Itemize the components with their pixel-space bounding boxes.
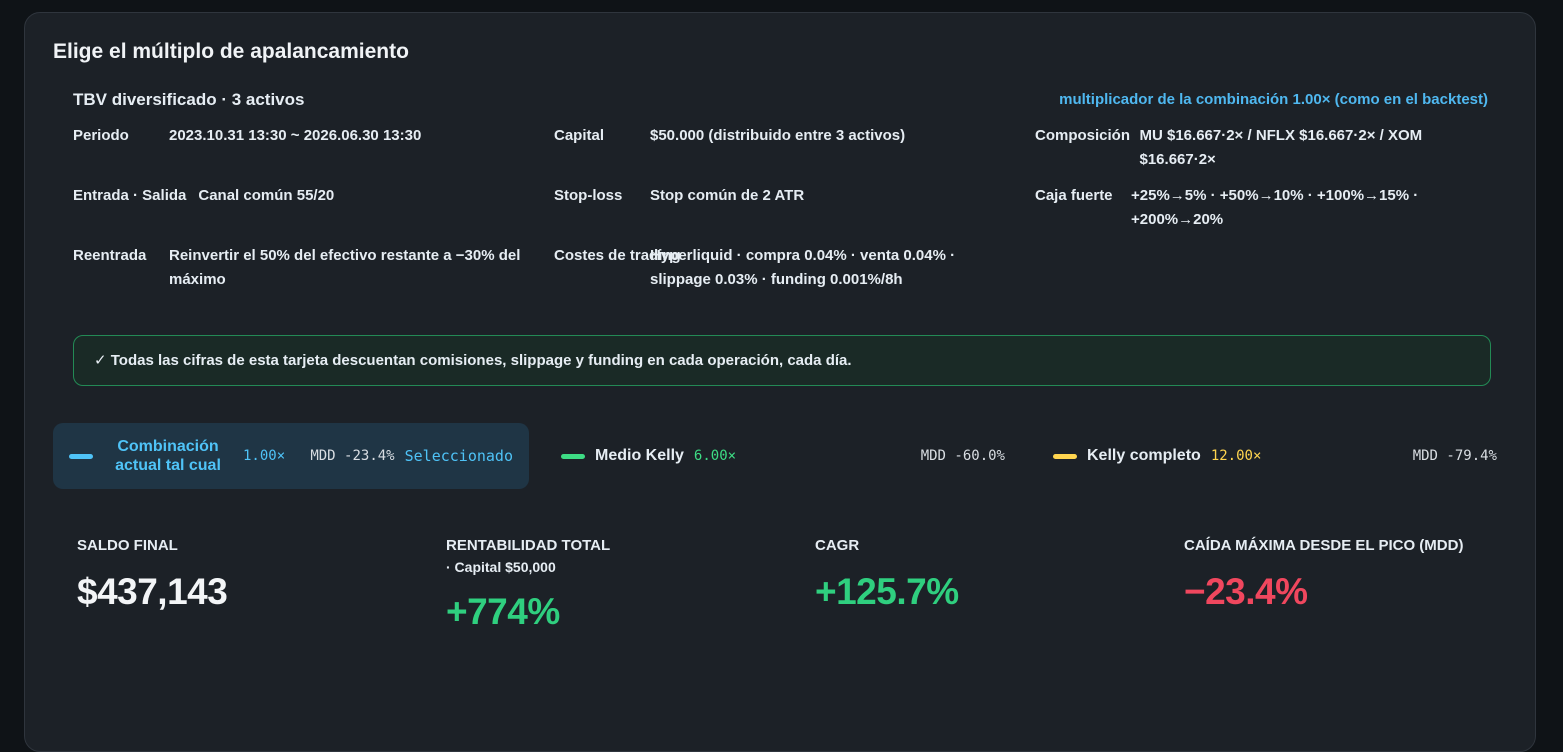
stat-value: +125.7% <box>815 571 959 612</box>
stat-label: CAGR <box>815 537 860 554</box>
detail-value: Stop común de 2 ATR <box>650 187 805 204</box>
stats: SALDO FINAL $437,143 RENTABILIDAD TOTAL · C… <box>77 535 1553 633</box>
detail-row: Costes de trading Hyperliquid · compra 0.… <box>554 244 1035 292</box>
detail-label: Capital <box>554 127 605 144</box>
detail-value: Canal común 55/20 <box>198 187 335 204</box>
stat: SALDO FINAL $437,143 <box>77 535 446 633</box>
detail-value: +25%→5% · +50%→10% · +100%→15% · +200%→2… <box>1131 187 1419 228</box>
leverage-option[interactable]: Kelly completo 12.00× MDD -79.4% <box>1037 423 1513 489</box>
stat: CAGR +125.7% <box>815 535 1184 633</box>
detail-row: Stop-loss Stop común de 2 ATR <box>554 184 1035 232</box>
notice: ✓ Todas las cifras de esta tarjeta descu… <box>73 335 1491 386</box>
leverage-option[interactable]: Medio Kelly 6.00× MDD -60.0% <box>545 423 1021 489</box>
detail-row: Capital $50.000 (distribuido entre 3 acti… <box>554 124 1035 172</box>
strategy-name: TBV diversificado · 3 activos <box>73 90 305 109</box>
detail-label: Periodo <box>73 127 129 144</box>
detail-label: Composición <box>1035 127 1131 144</box>
stat: CAÍDA MÁXIMA DESDE EL PICO (MDD) −23.4% <box>1184 535 1553 633</box>
stat-value: $437,143 <box>77 571 228 612</box>
stat-label: RENTABILIDAD TOTAL <box>446 537 611 554</box>
option-swatch <box>69 453 93 459</box>
detail-label: Stop-loss <box>554 187 623 204</box>
detail-label: Reentrada <box>73 247 147 264</box>
page: {"card": {"title": "Elige el múltiplo de… <box>24 12 1536 752</box>
detail-value: 2023.10.31 13:30 ~ 2026.06.30 13:30 <box>169 127 422 144</box>
stat-label: CAÍDA MÁXIMA DESDE EL PICO (MDD) <box>1184 537 1464 554</box>
stat-sublabel: · Capital $50,000 <box>446 559 556 575</box>
detail-value: Hyperliquid · compra 0.04% · venta 0.04%… <box>650 247 956 288</box>
leverage-option[interactable]: Combinación actual tal cual 1.00× MDD -23.… <box>53 423 529 489</box>
detail-label: Caja fuerte <box>1035 187 1113 204</box>
option-name: Medio Kelly <box>595 447 684 464</box>
detail-value: $50.000 (distribuido entre 3 activos) <box>650 127 906 144</box>
option-mdd: MDD -79.4% <box>1412 448 1497 464</box>
multiplier-note: multiplicador de la combinación 1.00× (c… <box>1059 91 1488 108</box>
leverage-card: Elige el múltiplo de apalancamiento TBV … <box>24 12 1536 752</box>
detail-label: Costes de trading <box>554 247 681 264</box>
detail-row: Entrada · Salida Canal común 55/20 <box>73 184 554 232</box>
option-multiplier: 12.00× <box>1210 448 1262 464</box>
detail-row: Reentrada Reinvertir el 50% del efectivo … <box>73 244 554 292</box>
options: Combinación actual tal cual 1.00× MDD -23.… <box>53 423 1513 489</box>
detail-value: MU $16.667·2× / NFLX $16.667·2× / XOM $1… <box>1139 127 1423 168</box>
detail-label: Entrada · Salida <box>73 187 187 204</box>
option-swatch <box>561 453 585 459</box>
option-name: Combinación actual tal cual <box>115 438 221 474</box>
detail-value: Reinvertir el 50% del efectivo restante … <box>169 247 521 288</box>
stat-label: SALDO FINAL <box>77 537 178 554</box>
option-status: Seleccionado <box>404 447 513 465</box>
option-multiplier: 1.00× <box>243 448 286 464</box>
stat-value: +774% <box>446 591 560 632</box>
option-multiplier: 6.00× <box>693 448 737 464</box>
option-swatch <box>1053 453 1077 459</box>
detail-row: Composición MU $16.667·2× / NFLX $16.667·… <box>1035 124 1513 172</box>
card-title: Elige el múltiplo de apalancamiento <box>53 40 409 63</box>
detail-row: Periodo 2023.10.31 13:30 ~ 2026.06.30 13:… <box>73 124 554 172</box>
stat: RENTABILIDAD TOTAL · Capital $50,000 +774% <box>446 535 815 633</box>
detail-row: Caja fuerte +25%→5% · +50%→10% · +100%→15… <box>1035 184 1513 232</box>
option-mdd: MDD -60.0% <box>920 448 1005 464</box>
option-name: Kelly completo <box>1087 447 1201 464</box>
option-mdd: MDD -23.4% <box>310 448 395 464</box>
stat-value: −23.4% <box>1184 571 1308 612</box>
details: Periodo 2023.10.31 13:30 ~ 2026.06.30 13:… <box>73 124 1513 292</box>
